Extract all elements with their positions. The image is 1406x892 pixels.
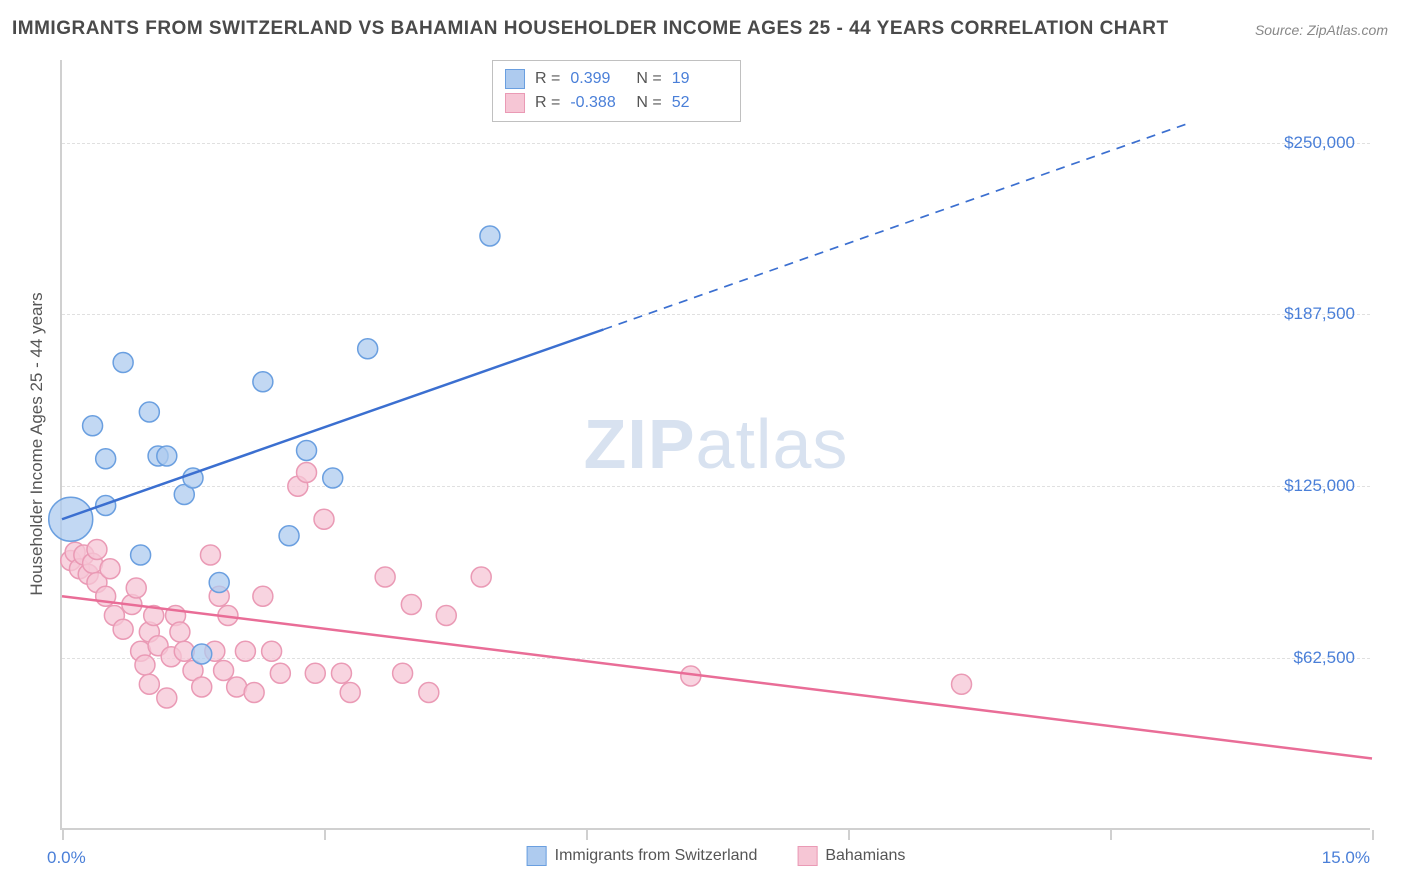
data-point [436, 606, 456, 626]
data-point [323, 468, 343, 488]
correlation-legend-box: R = 0.399 N = 19 R = -0.388 N = 52 [492, 60, 741, 122]
data-point [139, 674, 159, 694]
data-point [131, 545, 151, 565]
y-axis-label: Householder Income Ages 25 - 44 years [27, 292, 47, 595]
correlation-legend-row: R = -0.388 N = 52 [505, 91, 728, 115]
x-tick [324, 830, 326, 840]
data-point [270, 663, 290, 683]
data-point [340, 683, 360, 703]
data-point [297, 463, 317, 483]
legend-swatch [505, 69, 525, 89]
data-point [157, 446, 177, 466]
x-tick [1110, 830, 1112, 840]
data-point [157, 688, 177, 708]
data-point [174, 641, 194, 661]
x-tick-min: 0.0% [47, 848, 86, 868]
plot-area: ZIPatlas Householder Income Ages 25 - 44… [60, 60, 1370, 830]
data-point [135, 655, 155, 675]
correlation-legend-row: R = 0.399 N = 19 [505, 67, 728, 91]
data-point [200, 545, 220, 565]
series-legend-label: Immigrants from Switzerland [555, 847, 758, 865]
series-legend-item: Bahamians [797, 846, 905, 866]
data-point [100, 559, 120, 579]
legend-n-value: 52 [672, 94, 728, 112]
legend-swatch [505, 93, 525, 113]
data-point [480, 226, 500, 246]
series-legend-label: Bahamians [825, 847, 905, 865]
data-point [126, 578, 146, 598]
data-point [253, 586, 273, 606]
series-legend-item: Immigrants from Switzerland [527, 846, 758, 866]
y-tick-label: $125,000 [1284, 476, 1355, 496]
data-point [253, 372, 273, 392]
data-point [297, 441, 317, 461]
data-point [214, 661, 234, 681]
legend-r-label: R = [535, 94, 560, 112]
data-point [393, 663, 413, 683]
data-point [209, 573, 229, 593]
data-point [314, 509, 334, 529]
x-tick [848, 830, 850, 840]
y-tick-label: $62,500 [1294, 648, 1355, 668]
x-tick [1372, 830, 1374, 840]
chart-source: Source: ZipAtlas.com [1255, 22, 1388, 38]
legend-swatch [527, 846, 547, 866]
trend-line [62, 596, 1372, 758]
data-point [244, 683, 264, 703]
data-point [87, 540, 107, 560]
data-point [358, 339, 378, 359]
legend-r-label: R = [535, 70, 560, 88]
chart-title: IMMIGRANTS FROM SWITZERLAND VS BAHAMIAN … [12, 18, 1169, 40]
data-point [262, 641, 282, 661]
data-point [170, 622, 190, 642]
legend-r-value: -0.388 [570, 94, 626, 112]
trend-line-extrapolated [603, 123, 1188, 329]
x-tick [62, 830, 64, 840]
data-point [235, 641, 255, 661]
data-point [471, 567, 491, 587]
scatter-plot-svg [62, 60, 1370, 828]
data-point [139, 402, 159, 422]
data-point [96, 449, 116, 469]
chart-container: IMMIGRANTS FROM SWITZERLAND VS BAHAMIAN … [0, 0, 1406, 892]
data-point [113, 353, 133, 373]
legend-n-label: N = [636, 70, 661, 88]
series-legend: Immigrants from Switzerland Bahamians [527, 846, 906, 866]
data-point [305, 663, 325, 683]
data-point [331, 663, 351, 683]
data-point [192, 677, 212, 697]
trend-line [62, 330, 603, 520]
legend-n-value: 19 [672, 70, 728, 88]
data-point [419, 683, 439, 703]
data-point [113, 619, 133, 639]
data-point [279, 526, 299, 546]
legend-n-label: N = [636, 94, 661, 112]
x-tick-max: 15.0% [1322, 848, 1370, 868]
y-tick-label: $250,000 [1284, 133, 1355, 153]
data-point [401, 595, 421, 615]
data-point [952, 674, 972, 694]
y-tick-label: $187,500 [1284, 304, 1355, 324]
x-tick [586, 830, 588, 840]
data-point [192, 644, 212, 664]
legend-r-value: 0.399 [570, 70, 626, 88]
data-point [375, 567, 395, 587]
data-point [49, 497, 93, 541]
legend-swatch [797, 846, 817, 866]
data-point [83, 416, 103, 436]
